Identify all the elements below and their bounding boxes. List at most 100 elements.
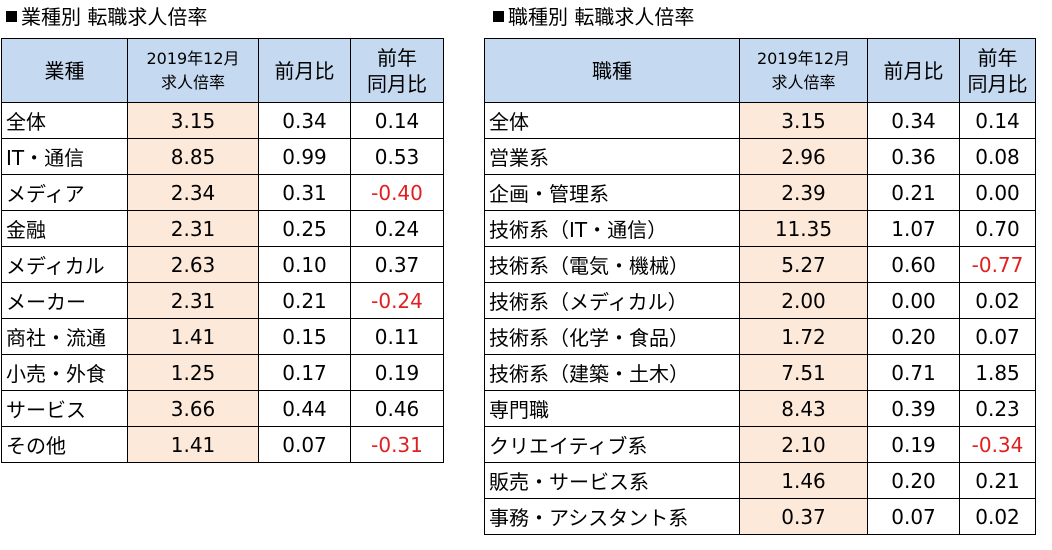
row-mom-cell: 0.39: [867, 390, 960, 427]
header-mom: 前月比: [258, 38, 351, 103]
row-rate-cell: 1.46: [739, 462, 868, 499]
row-yoy-cell: 0.70: [959, 210, 1036, 247]
table-row: 技術系（化学・食品） 1.72 0.20 0.07: [484, 318, 1036, 355]
industry-table: 業種 2019年12月 求人倍率 前月比 前年 同月比 全体 3.15 0.34 0.14…: [1, 38, 444, 463]
table-row: 販売・サービス系 1.46 0.20 0.21: [484, 462, 1036, 499]
occupation-table: 職種 2019年12月 求人倍率 前月比 前年 同月比 全体 3.15 0.34 0.14…: [484, 38, 1036, 535]
table-row: 全体 3.15 0.34 0.14: [1, 102, 444, 139]
row-mom-cell: 0.15: [258, 318, 351, 355]
row-name-cell: IT・通信: [1, 138, 128, 175]
row-yoy-cell: 0.46: [350, 390, 444, 427]
industry-title: 業種別 転職求人倍率: [6, 4, 207, 30]
row-yoy-cell: -0.77: [959, 246, 1036, 283]
row-name-cell: 技術系（建築・土木）: [484, 354, 740, 391]
row-mom-cell: 0.17: [258, 354, 351, 391]
row-mom-cell: 0.07: [867, 498, 960, 535]
row-yoy-cell: 0.08: [959, 138, 1036, 175]
row-name-cell: その他: [1, 426, 128, 463]
table-row: 技術系（IT・通信） 11.35 1.07 0.70: [484, 210, 1036, 247]
table-row: 専門職 8.43 0.39 0.23: [484, 390, 1036, 427]
row-name-cell: 商社・流通: [1, 318, 128, 355]
row-name-cell: 全体: [1, 102, 128, 139]
table-row: メディア 2.34 0.31 -0.40: [1, 174, 444, 211]
row-yoy-cell: 1.85: [959, 354, 1036, 391]
row-name-cell: 金融: [1, 210, 128, 247]
occupation-table-body: 職種 2019年12月 求人倍率 前月比 前年 同月比 全体 3.15 0.34 0.14…: [484, 38, 1036, 535]
row-rate-cell: 1.41: [127, 426, 259, 463]
row-mom-cell: 0.19: [867, 426, 960, 463]
table-row: 全体 3.15 0.34 0.14: [484, 102, 1036, 139]
table-row: 事務・アシスタント系 0.37 0.07 0.02: [484, 498, 1036, 535]
table-row: 企画・管理系 2.39 0.21 0.00: [484, 174, 1036, 211]
header-category: 業種: [1, 38, 128, 103]
row-yoy-cell: 0.53: [350, 138, 444, 175]
row-rate-cell: 2.34: [127, 174, 259, 211]
row-yoy-cell: 0.14: [959, 102, 1036, 139]
occupation-title: 職種別 転職求人倍率: [493, 4, 694, 30]
table-row: 技術系（メディカル） 2.00 0.00 0.02: [484, 282, 1036, 319]
row-yoy-cell: 0.23: [959, 390, 1036, 427]
row-mom-cell: 0.20: [867, 318, 960, 355]
row-rate-cell: 0.37: [739, 498, 868, 535]
row-rate-cell: 2.31: [127, 210, 259, 247]
row-yoy-cell: 0.37: [350, 246, 444, 283]
row-mom-cell: 0.00: [867, 282, 960, 319]
row-yoy-cell: 0.19: [350, 354, 444, 391]
row-rate-cell: 3.66: [127, 390, 259, 427]
row-mom-cell: 0.20: [867, 462, 960, 499]
row-rate-cell: 5.27: [739, 246, 868, 283]
row-name-cell: 技術系（メディカル）: [484, 282, 740, 319]
row-mom-cell: 0.60: [867, 246, 960, 283]
square-bullet-icon: [6, 11, 17, 22]
table-row: メーカー 2.31 0.21 -0.24: [1, 282, 444, 319]
header-yoy: 前年 同月比: [350, 38, 444, 103]
row-mom-cell: 0.21: [258, 282, 351, 319]
row-mom-cell: 1.07: [867, 210, 960, 247]
table-row: その他 1.41 0.07 -0.31: [1, 426, 444, 463]
table-row: IT・通信 8.85 0.99 0.53: [1, 138, 444, 175]
header-rate: 2019年12月 求人倍率: [739, 38, 868, 103]
row-rate-cell: 7.51: [739, 354, 868, 391]
row-yoy-cell: 0.07: [959, 318, 1036, 355]
industry-header-row: 業種 2019年12月 求人倍率 前月比 前年 同月比: [1, 38, 444, 103]
table-row: 商社・流通 1.41 0.15 0.11: [1, 318, 444, 355]
row-rate-cell: 2.63: [127, 246, 259, 283]
row-mom-cell: 0.34: [258, 102, 351, 139]
row-rate-cell: 2.31: [127, 282, 259, 319]
row-rate-cell: 2.39: [739, 174, 868, 211]
row-name-cell: メディカル: [1, 246, 128, 283]
row-yoy-cell: -0.24: [350, 282, 444, 319]
row-rate-cell: 2.96: [739, 138, 868, 175]
header-rate: 2019年12月 求人倍率: [127, 38, 259, 103]
square-bullet-icon: [493, 11, 504, 22]
row-mom-cell: 0.21: [867, 174, 960, 211]
row-yoy-cell: 0.14: [350, 102, 444, 139]
header-yoy: 前年 同月比: [959, 38, 1036, 103]
header-category: 職種: [484, 38, 740, 103]
row-yoy-cell: 0.00: [959, 174, 1036, 211]
row-name-cell: メーカー: [1, 282, 128, 319]
row-mom-cell: 0.31: [258, 174, 351, 211]
row-name-cell: 技術系（電気・機械）: [484, 246, 740, 283]
row-mom-cell: 0.71: [867, 354, 960, 391]
table-row: 小売・外食 1.25 0.17 0.19: [1, 354, 444, 391]
row-mom-cell: 0.25: [258, 210, 351, 247]
row-mom-cell: 0.10: [258, 246, 351, 283]
row-mom-cell: 0.44: [258, 390, 351, 427]
row-yoy-cell: 0.02: [959, 498, 1036, 535]
row-rate-cell: 1.25: [127, 354, 259, 391]
row-rate-cell: 8.85: [127, 138, 259, 175]
row-rate-cell: 8.43: [739, 390, 868, 427]
row-yoy-cell: -0.34: [959, 426, 1036, 463]
row-yoy-cell: -0.31: [350, 426, 444, 463]
row-mom-cell: 0.36: [867, 138, 960, 175]
row-rate-cell: 11.35: [739, 210, 868, 247]
occupation-header-row: 職種 2019年12月 求人倍率 前月比 前年 同月比: [484, 38, 1036, 103]
row-name-cell: メディア: [1, 174, 128, 211]
row-name-cell: 販売・サービス系: [484, 462, 740, 499]
row-yoy-cell: 0.21: [959, 462, 1036, 499]
table-row: 営業系 2.96 0.36 0.08: [484, 138, 1036, 175]
row-mom-cell: 0.07: [258, 426, 351, 463]
row-rate-cell: 2.00: [739, 282, 868, 319]
table-row: 技術系（建築・土木） 7.51 0.71 1.85: [484, 354, 1036, 391]
